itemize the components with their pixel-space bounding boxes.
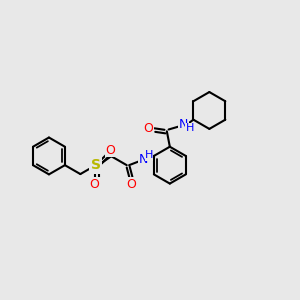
Text: O: O <box>126 178 136 191</box>
Text: N: N <box>179 118 188 130</box>
Text: H: H <box>145 150 153 161</box>
Text: O: O <box>89 178 99 191</box>
Text: N: N <box>139 153 148 166</box>
Text: H: H <box>185 123 194 133</box>
Text: O: O <box>143 122 153 135</box>
Text: O: O <box>105 143 115 157</box>
Text: S: S <box>91 158 101 172</box>
